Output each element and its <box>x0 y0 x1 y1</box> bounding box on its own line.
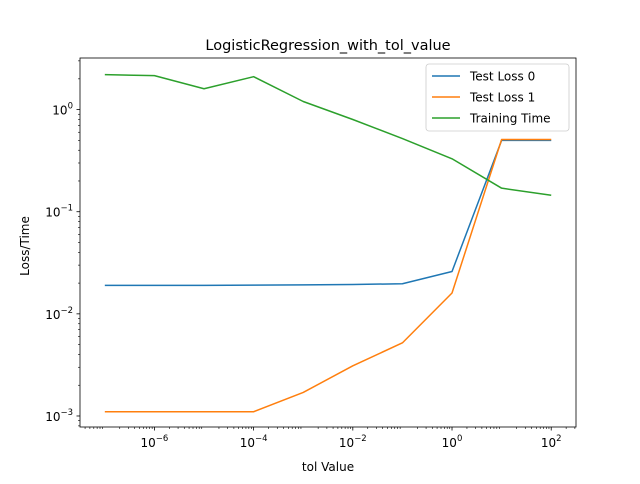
y-tick-label: 10−2 <box>45 306 73 322</box>
legend-label-3: Training Time <box>469 112 551 126</box>
series-line-3 <box>104 73 552 196</box>
x-tick-label: 10−2 <box>339 434 367 450</box>
x-axis-label: tol Value <box>302 460 354 474</box>
y-tick-label: 100 <box>52 102 73 118</box>
legend-label-2: Test Loss 1 <box>469 91 535 105</box>
legend: Test Loss 0 Test Loss 1 Training Time <box>425 63 570 132</box>
x-tick-label: 100 <box>442 434 463 450</box>
legend-label-1: Test Loss 0 <box>469 70 535 84</box>
y-tick-label: 10−1 <box>45 204 73 220</box>
series-line-2 <box>104 138 552 413</box>
x-tick-label: 10−6 <box>141 434 169 450</box>
series-lines <box>104 73 552 413</box>
y-tick-label: 10−3 <box>45 408 73 424</box>
legend-box <box>425 63 570 132</box>
chart-title: LogisticRegression_with_tol_value <box>205 38 450 54</box>
tick-marks: 10−6 10−4 10−2 100 102 10−3 10−2 10−1 100 <box>45 60 576 450</box>
y-axis-label: Loss/Time <box>18 216 32 276</box>
series-line-1 <box>104 139 552 287</box>
x-tick-label: 102 <box>541 434 562 450</box>
x-tick-label: 10−4 <box>240 434 268 450</box>
